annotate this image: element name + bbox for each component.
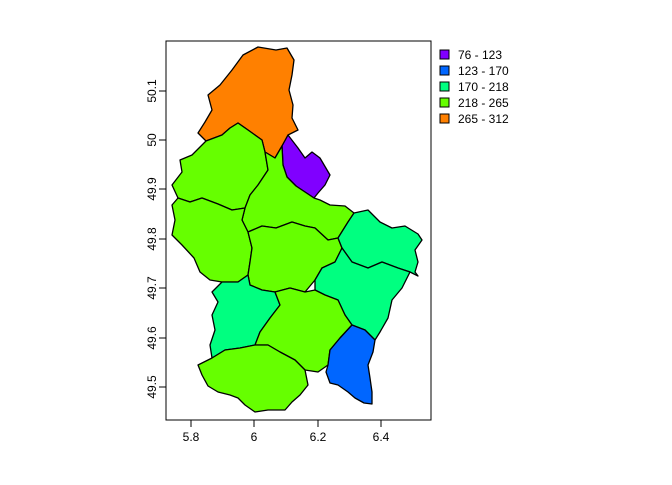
regions-layer xyxy=(171,46,423,413)
legend-label: 265 - 312 xyxy=(458,112,509,126)
y-tick-label: 49.9 xyxy=(145,177,159,201)
x-axis: 5.8 6 6.2 6.4 xyxy=(183,419,390,444)
region-south xyxy=(197,344,309,413)
legend-label: 218 - 265 xyxy=(458,96,509,110)
legend-swatch xyxy=(439,65,450,76)
legend-label: 123 - 170 xyxy=(458,64,509,78)
region-west xyxy=(171,197,253,283)
legend-swatch xyxy=(439,49,450,60)
y-tick-label: 50 xyxy=(145,133,159,147)
legend-swatch xyxy=(439,113,450,124)
legend-label: 170 - 218 xyxy=(458,80,509,94)
y-tick-label: 49.8 xyxy=(145,227,159,251)
legend-swatch xyxy=(439,97,450,108)
x-tick-label: 6.4 xyxy=(373,430,390,444)
legend-swatch xyxy=(439,81,450,92)
x-tick-label: 5.8 xyxy=(183,430,200,444)
region-southeast-corner xyxy=(325,324,376,405)
legend: 76 - 123 123 - 170 170 - 218 218 - 265 2… xyxy=(439,48,509,126)
y-axis: 49.5 49.6 49.7 49.8 49.9 50 50.1 xyxy=(145,79,167,399)
legend-label: 76 - 123 xyxy=(458,48,502,62)
x-tick-label: 6 xyxy=(251,430,258,444)
x-tick-label: 6.2 xyxy=(310,430,327,444)
y-tick-label: 49.5 xyxy=(145,375,159,399)
y-tick-label: 49.7 xyxy=(145,276,159,300)
y-tick-label: 49.6 xyxy=(145,326,159,350)
y-tick-label: 50.1 xyxy=(145,79,159,103)
